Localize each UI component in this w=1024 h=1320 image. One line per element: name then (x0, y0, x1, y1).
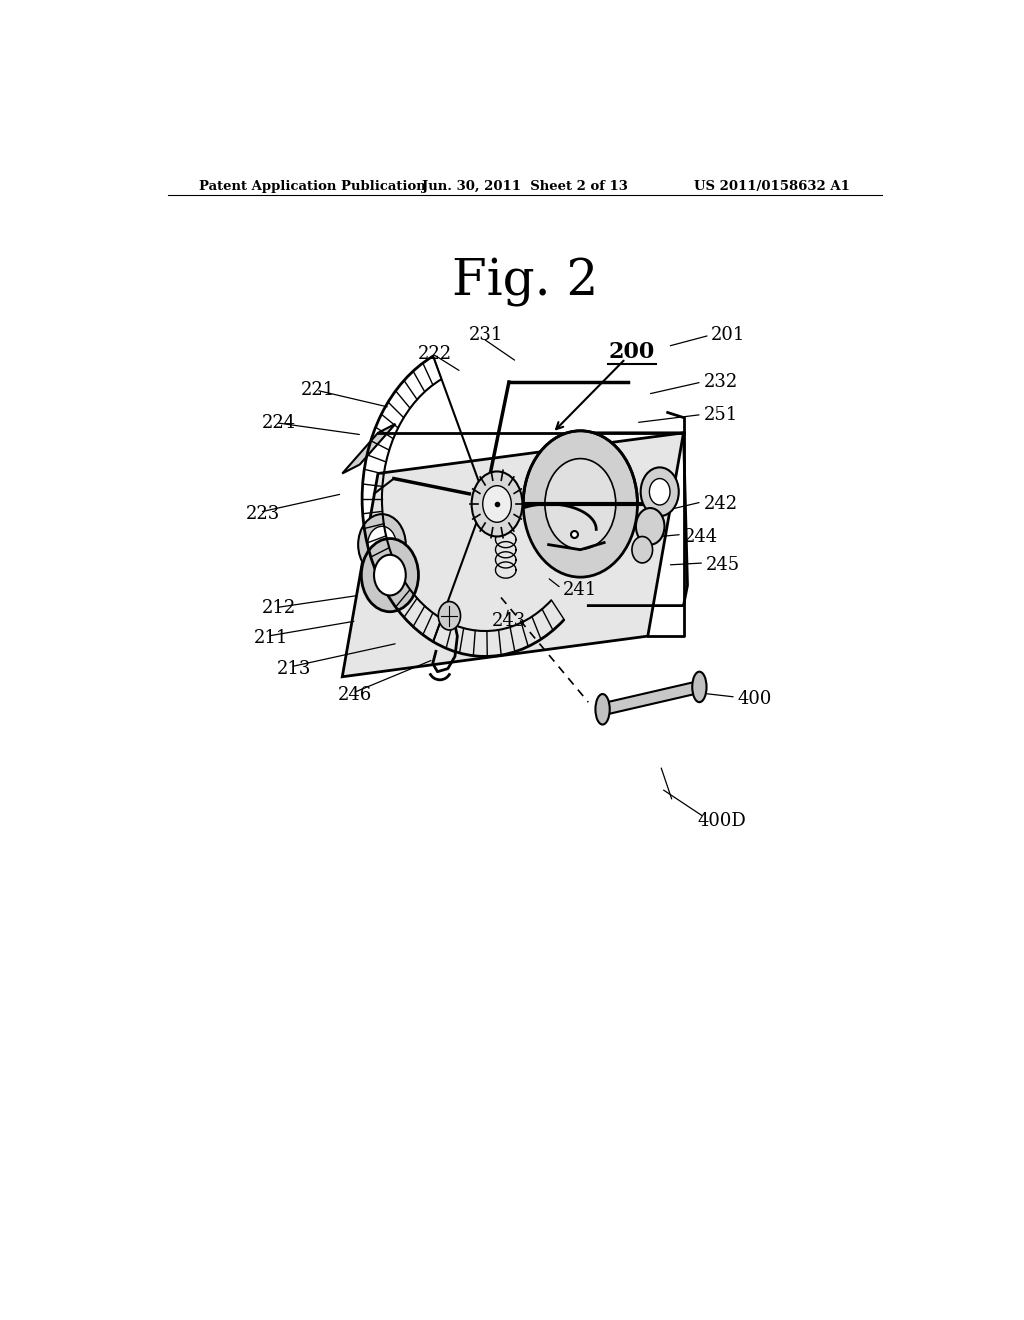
Text: Patent Application Publication: Patent Application Publication (200, 181, 426, 193)
Text: 242: 242 (703, 495, 737, 513)
Text: 231: 231 (469, 326, 504, 345)
Circle shape (374, 554, 406, 595)
Text: 223: 223 (246, 506, 280, 523)
Text: 222: 222 (418, 345, 452, 363)
Polygon shape (342, 424, 395, 474)
Circle shape (636, 508, 665, 545)
Circle shape (523, 430, 638, 577)
Circle shape (641, 467, 679, 516)
Circle shape (368, 527, 396, 562)
Text: 211: 211 (253, 630, 288, 647)
Text: 212: 212 (261, 599, 296, 616)
Circle shape (482, 486, 511, 523)
Text: 251: 251 (703, 405, 737, 424)
Text: US 2011/0158632 A1: US 2011/0158632 A1 (694, 181, 850, 193)
Circle shape (649, 479, 670, 506)
Text: 200: 200 (609, 341, 655, 363)
Text: 244: 244 (684, 528, 718, 545)
Text: Fig. 2: Fig. 2 (452, 257, 598, 308)
Text: 232: 232 (703, 374, 737, 391)
Ellipse shape (595, 694, 609, 725)
Text: 224: 224 (261, 413, 296, 432)
Text: 221: 221 (301, 381, 335, 399)
Circle shape (361, 539, 419, 611)
Ellipse shape (595, 479, 613, 517)
Text: Jun. 30, 2011  Sheet 2 of 13: Jun. 30, 2011 Sheet 2 of 13 (422, 181, 628, 193)
Circle shape (632, 536, 652, 562)
Text: 246: 246 (338, 686, 373, 704)
Ellipse shape (692, 672, 707, 702)
Circle shape (472, 471, 522, 536)
Text: 201: 201 (712, 326, 745, 345)
Circle shape (545, 458, 615, 549)
Circle shape (358, 515, 406, 576)
Text: 400: 400 (737, 690, 772, 708)
Text: 241: 241 (563, 581, 597, 599)
Polygon shape (342, 433, 684, 677)
Text: 245: 245 (706, 556, 740, 574)
Text: 213: 213 (278, 660, 311, 677)
Text: 243: 243 (492, 612, 525, 630)
Text: 400D: 400D (697, 812, 746, 830)
Circle shape (438, 602, 461, 630)
